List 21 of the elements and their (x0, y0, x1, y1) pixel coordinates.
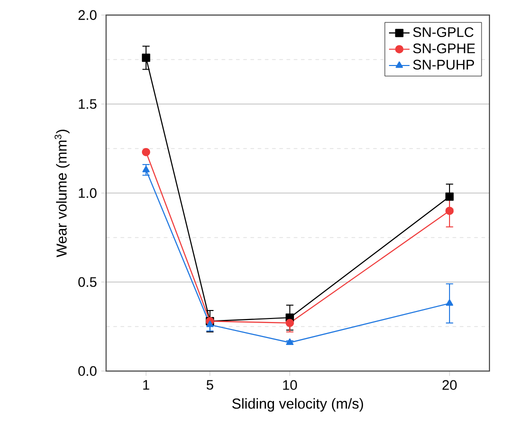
x-tick-label: 20 (442, 380, 457, 390)
y-tick-label: 0.0 (78, 366, 96, 376)
y-tick-label: 1.5 (78, 99, 96, 110)
legend-label: SN-PUHP (413, 60, 474, 70)
point (142, 148, 150, 156)
point (446, 299, 454, 306)
y-tick-label: 2.0 (78, 10, 96, 20)
x-axis-title: Sliding velocity (m/s) (232, 398, 364, 412)
point (142, 54, 150, 62)
point (206, 320, 214, 328)
x-tick-label: 5 (206, 380, 214, 390)
y-tick-label: 0.5 (78, 277, 96, 288)
y-axis-title: Wear volume (mm$^{3}$) (54, 130, 70, 258)
legend-label: SN-GPLC (413, 27, 474, 38)
x-tick-label: 10 (283, 380, 297, 390)
x-tick-label: 1 (143, 380, 150, 390)
point (286, 318, 294, 328)
point (445, 192, 454, 201)
legend-label: SN-GPHE (413, 44, 475, 54)
y-tick-label: 1.0 (78, 188, 96, 198)
point (445, 206, 454, 216)
